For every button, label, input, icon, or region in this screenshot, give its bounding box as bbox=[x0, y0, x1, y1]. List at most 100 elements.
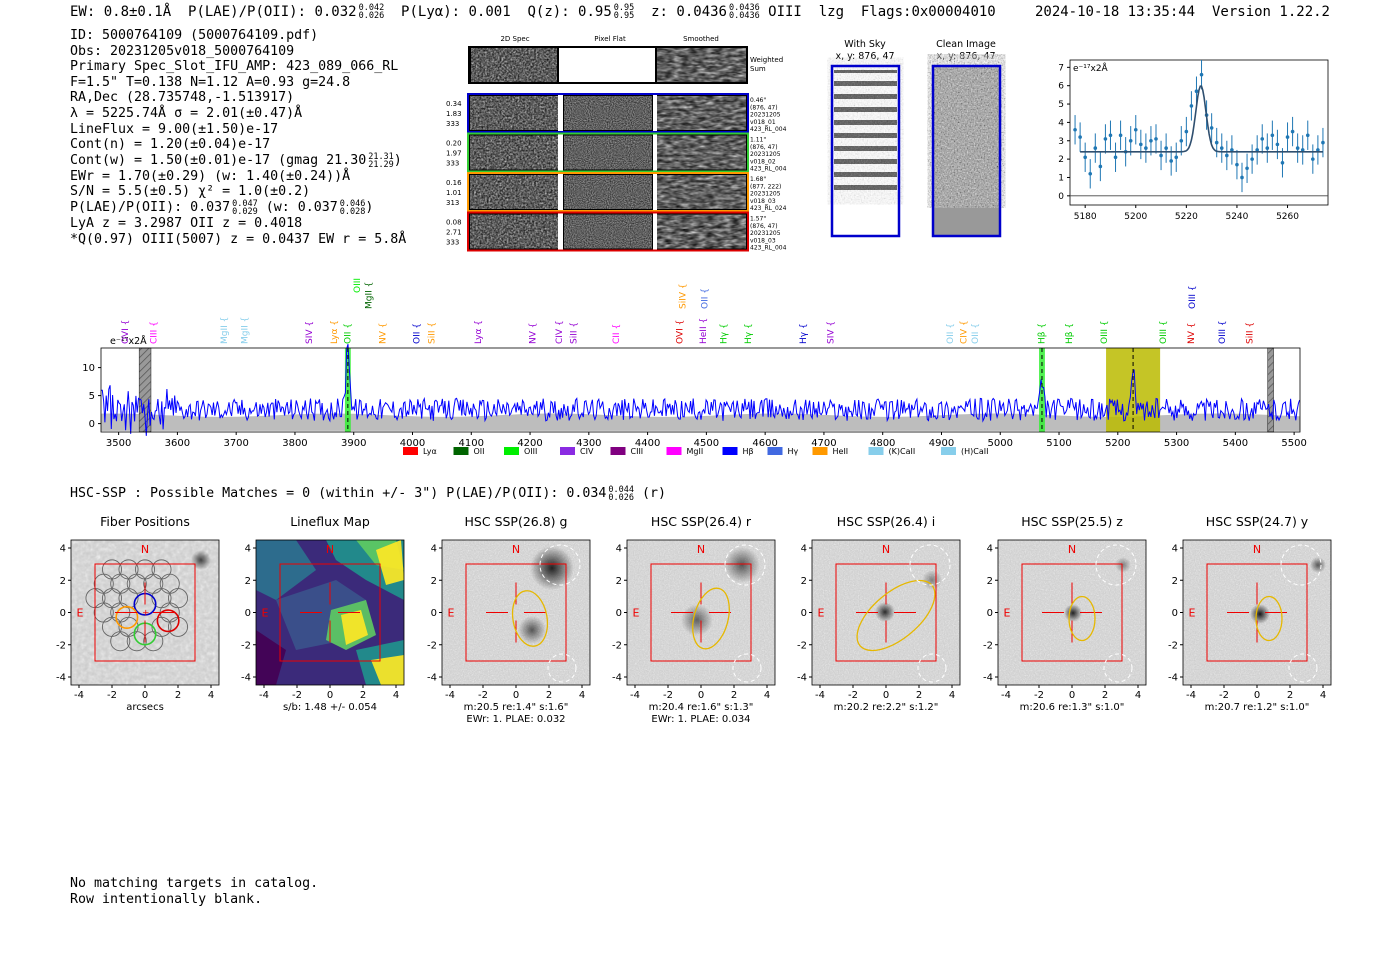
cutout-aperture-box bbox=[94, 563, 196, 662]
spec-legend-label: MgII bbox=[687, 447, 704, 456]
cutout-xtick-label: -4 bbox=[259, 690, 269, 698]
spec2d-row-frame bbox=[467, 211, 749, 252]
with-sky-title: With Sky bbox=[844, 39, 886, 50]
cutout-source bbox=[1310, 557, 1326, 573]
header-qz-hi: 0.95 bbox=[613, 3, 635, 13]
spec-line-marker: CIII { bbox=[149, 321, 159, 344]
fit-point bbox=[1088, 171, 1093, 176]
cutout-ytick-label: 0 bbox=[245, 608, 251, 619]
fit-xtick-label: 5240 bbox=[1225, 212, 1248, 222]
spec-marker-label: Lyα { bbox=[474, 320, 484, 344]
cutout-xtick-label: -2 bbox=[107, 690, 117, 698]
fit-point bbox=[1235, 162, 1239, 167]
fit-xtick-label: 5200 bbox=[1124, 212, 1147, 222]
header-datetime: 2024-10-18 13:35:44 bbox=[1034, 4, 1196, 20]
header-right: 2024-10-18 13:35:44 Version 1.22.2 bbox=[1035, 4, 1330, 20]
cutout-xtick-label: -4 bbox=[1186, 690, 1196, 698]
spec2d-row-weight: 1.01 bbox=[446, 189, 462, 197]
spec2d-row-frame bbox=[467, 93, 749, 133]
spec2d-row-smoothed bbox=[657, 175, 746, 209]
compass-e: E bbox=[818, 607, 825, 620]
weighted-sum-2dspec bbox=[471, 48, 557, 82]
info-gmag-lo: 21.29 bbox=[368, 159, 394, 170]
cutout-ytick-label: 2 bbox=[1172, 576, 1178, 587]
spec2d-row-note: v018_02 bbox=[750, 158, 776, 165]
clean-xy: x, y: 876, 47 bbox=[936, 51, 995, 62]
galaxy-ellipse bbox=[1255, 595, 1283, 642]
spec-marker-label: NV { bbox=[528, 323, 538, 344]
cutout-xtick-label: 4 bbox=[393, 690, 399, 698]
spec2d-row-smoothed bbox=[657, 96, 746, 130]
neighbor-ellipse bbox=[1288, 653, 1318, 683]
clean-frame bbox=[931, 64, 1002, 238]
spec-marker-label: OIII { bbox=[1100, 320, 1110, 344]
cutout-source bbox=[922, 570, 942, 590]
cutout-title: HSC SSP(24.7) y bbox=[1205, 514, 1309, 529]
spec-legend-item: OIII bbox=[504, 447, 537, 456]
cutout-xtick-label: -4 bbox=[1001, 690, 1011, 698]
fit-point bbox=[1169, 159, 1173, 163]
spec-xtick-label: 4900 bbox=[929, 438, 954, 449]
spec2d-row-note: v018_01 bbox=[750, 119, 776, 126]
header-z-line: OIII bbox=[768, 4, 802, 20]
spec2d-row-note: 20231205 bbox=[750, 191, 781, 198]
cutout-svg: N E -4 -2 0 2 4 4 2 0 -2 -4 bbox=[797, 539, 961, 698]
lineflux-region bbox=[341, 610, 368, 645]
lineflux-region bbox=[256, 540, 316, 600]
info-sn: S/N = 5.5(±0.5) χ² = 1.0(±0.2) bbox=[70, 184, 311, 200]
spec-line-marker: OIII { bbox=[1218, 320, 1228, 344]
neighbor-ellipse bbox=[1280, 544, 1322, 586]
spec2d-row-2dspec bbox=[470, 135, 558, 170]
cutout-y: HSC SSP(24.7) y N E -4 -2 0 2 4 4 2 0 -2 -4 m:20.7 re… bbox=[1153, 508, 1341, 728]
cutout-caption: EWr: 1. PLAE: 0.032 bbox=[466, 714, 566, 725]
spec-marker-label: OIII { bbox=[353, 278, 363, 293]
fit-point bbox=[1133, 127, 1138, 132]
spec-line-marker: Hγ { bbox=[720, 323, 730, 344]
spec-marker-label: CIV { bbox=[555, 320, 565, 344]
cutout-caption: m:20.6 re:1.3" s:1.0" bbox=[1019, 702, 1125, 713]
cutout-source bbox=[724, 547, 760, 583]
spec2d-row-weight: 313 bbox=[446, 199, 459, 207]
compass-n: N bbox=[141, 543, 149, 556]
spec2d-row-frame bbox=[467, 172, 749, 212]
spec2d-row-weight: 333 bbox=[446, 120, 459, 128]
info-plae-hi: 0.047 bbox=[232, 198, 258, 209]
spec2d-row-2dspec bbox=[470, 175, 558, 209]
fiber-selected bbox=[115, 605, 139, 629]
info-plae-w-lo: 0.028 bbox=[339, 206, 366, 217]
spec-xtick-label: 4300 bbox=[576, 438, 601, 449]
spec-marker-label: CIV { bbox=[959, 320, 969, 344]
cutout-source bbox=[681, 604, 713, 636]
cutout-image bbox=[998, 540, 1146, 685]
fit-xtick-label: 5180 bbox=[1074, 212, 1097, 222]
spec-legend-item: Lyα bbox=[403, 447, 437, 456]
spec2d-col-pixelflat: Pixel Flat bbox=[594, 35, 626, 43]
cutout-xtick-label: 0 bbox=[1069, 690, 1075, 698]
spec-legend-swatch bbox=[812, 447, 828, 455]
spec-xtick-label: 4400 bbox=[635, 438, 660, 449]
cutout-xtick-label: 4 bbox=[1135, 690, 1141, 698]
fit-point bbox=[1316, 148, 1320, 152]
cutout-ytick-label: 0 bbox=[801, 608, 807, 619]
cutout-ytick-label: 0 bbox=[431, 608, 437, 619]
cutout-svg: N E -4 -2 0 2 4 4 2 0 -2 -4 bbox=[612, 539, 776, 698]
fit-xtick-label: 5260 bbox=[1276, 212, 1299, 222]
with-sky-frame bbox=[830, 64, 901, 238]
spec-line-marker: OIII { bbox=[1188, 285, 1198, 309]
neighbor-ellipse bbox=[1103, 653, 1133, 683]
cutout-ytick-label: -4 bbox=[427, 673, 437, 684]
fit-point bbox=[1290, 129, 1295, 134]
spec2d-row-pixelflat bbox=[564, 135, 652, 170]
header-z-lo: 0.0436 bbox=[728, 11, 760, 21]
cutout-xtick-label: 0 bbox=[327, 690, 333, 698]
fit-point bbox=[1174, 155, 1179, 160]
fit-point bbox=[1113, 155, 1118, 160]
cutout-title: HSC SSP(26.4) r bbox=[650, 514, 752, 529]
cutout-caption: m:20.7 re:1.2" s:1.0" bbox=[1204, 702, 1310, 713]
fit-point bbox=[1250, 157, 1254, 161]
spec2d-row-weight: 0.20 bbox=[446, 140, 462, 148]
clean-noise bbox=[934, 67, 999, 195]
spec-line-marker: OII { bbox=[343, 323, 353, 344]
fit-ytick-label: 2 bbox=[1058, 155, 1064, 165]
spec-xtick-label: 5200 bbox=[1105, 438, 1130, 449]
